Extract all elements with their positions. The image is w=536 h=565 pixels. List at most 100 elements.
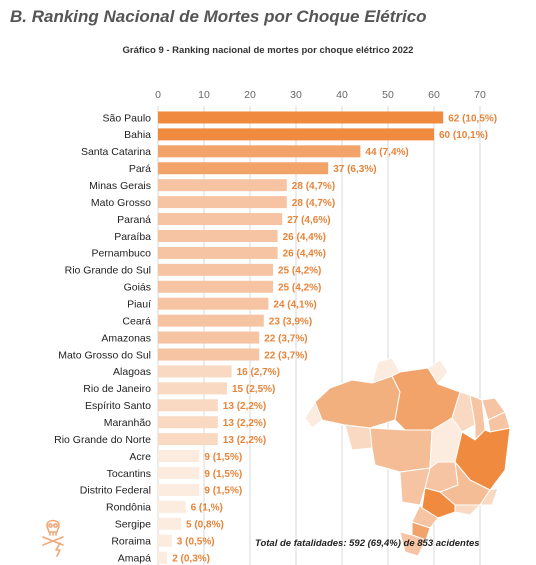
bar (158, 534, 172, 547)
category-label: Paraná (117, 214, 151, 226)
category-label: Piauí (127, 298, 151, 310)
category-label: Mato Grosso do Sul (58, 349, 151, 361)
category-label: Pará (129, 163, 151, 175)
bar (158, 162, 329, 175)
data-label: 9 (1,5%) (204, 452, 242, 463)
x-tick-label: 40 (336, 89, 348, 101)
data-label: 24 (4,1%) (273, 299, 316, 310)
section-title: B. Ranking Nacional de Mortes por Choque… (10, 7, 427, 26)
data-label: 62 (10,5%) (448, 113, 497, 124)
category-label: Amazonas (101, 332, 151, 344)
bar (158, 331, 260, 344)
bar (158, 179, 287, 192)
bar (158, 348, 260, 361)
data-label: 23 (3,9%) (269, 316, 312, 327)
category-label: Distrito Federal (80, 485, 151, 497)
bar (158, 263, 273, 276)
category-label: Acre (129, 451, 151, 463)
category-label: Amapá (118, 552, 151, 564)
category-label: Rio Grande do Norte (54, 434, 151, 446)
bars (158, 111, 444, 564)
data-label: 22 (3,7%) (264, 350, 307, 361)
skull-lightning-icon (42, 519, 64, 557)
category-label: Rondônia (106, 502, 151, 514)
category-label: São Paulo (103, 112, 152, 124)
data-label: 16 (2,7%) (237, 367, 280, 378)
data-label: 9 (1,5%) (204, 486, 242, 497)
data-label: 25 (4,2%) (278, 283, 321, 294)
data-label: 37 (6,3%) (333, 164, 376, 175)
data-label: 13 (2,2%) (223, 435, 266, 446)
data-label: 44 (7,4%) (365, 147, 408, 158)
x-axis-ticks: 0 10 20 30 40 50 60 70 (155, 89, 486, 101)
category-label: Alagoas (113, 366, 151, 378)
category-label: Sergipe (115, 519, 151, 531)
bar (158, 280, 273, 293)
data-label: 60 (10,1%) (439, 130, 488, 141)
bar (158, 246, 278, 259)
bar (158, 382, 227, 395)
category-label: Pernambuco (91, 248, 151, 260)
data-label: 13 (2,2%) (223, 401, 266, 412)
category-label: Maranhão (104, 417, 151, 429)
x-tick-label: 30 (290, 89, 302, 101)
bar (158, 314, 264, 327)
category-label: Bahia (124, 129, 151, 141)
bar (158, 365, 232, 378)
bar (158, 551, 168, 564)
category-label: Rio Grande do Sul (65, 265, 151, 277)
bar (158, 399, 218, 412)
category-label: Roraima (111, 536, 151, 548)
category-label: Paraíba (114, 231, 151, 243)
x-tick-label: 50 (382, 89, 394, 101)
footer-value: 592 (69,4%) de 853 acidentes (349, 538, 480, 549)
x-tick-label: 0 (155, 89, 161, 101)
footer-label: Total de fatalidades: (255, 538, 347, 549)
data-label: 26 (4,4%) (283, 232, 326, 243)
data-label: 2 (0,3%) (172, 553, 210, 564)
data-label: 13 (2,2%) (223, 418, 266, 429)
data-label: 22 (3,7%) (264, 333, 307, 344)
footer-total: Total de fatalidades: 592 (69,4%) de 853… (255, 538, 480, 549)
data-label: 25 (4,2%) (278, 266, 321, 277)
x-tick-label: 20 (244, 89, 256, 101)
category-label: Minas Gerais (89, 180, 151, 192)
bar (158, 213, 283, 226)
data-label: 27 (4,6%) (287, 215, 330, 226)
category-label: Tocantins (107, 468, 151, 480)
bar (158, 145, 361, 158)
category-label: Ceará (122, 315, 151, 327)
x-tick-label: 10 (198, 89, 210, 101)
data-label: 28 (4,7%) (292, 198, 335, 209)
category-label: Santa Catarina (81, 146, 151, 158)
x-tick-label: 70 (474, 89, 486, 101)
bar (158, 483, 200, 496)
bar (158, 128, 434, 141)
bar (158, 111, 444, 124)
bar (158, 196, 287, 209)
data-label: 6 (1,%) (191, 503, 223, 514)
data-label: 3 (0,5%) (177, 537, 215, 548)
chart-title: Gráfico 9 - Ranking nacional de mortes p… (122, 45, 414, 56)
bar (158, 450, 200, 463)
category-label: Mato Grosso (91, 197, 151, 209)
brazil-map (304, 357, 511, 557)
bar (158, 229, 278, 242)
x-tick-label: 60 (428, 89, 440, 101)
data-label: 15 (2,5%) (232, 384, 275, 395)
category-label: Goiás (124, 282, 151, 294)
bar (158, 416, 218, 429)
bar (158, 466, 200, 479)
data-label: 9 (1,5%) (204, 469, 242, 480)
data-label: 28 (4,7%) (292, 181, 335, 192)
bar (158, 517, 181, 530)
data-label: 26 (4,4%) (283, 249, 326, 260)
data-label: 5 (0,8%) (186, 520, 224, 531)
bar (158, 433, 218, 446)
category-label: Rio de Janeiro (83, 383, 151, 395)
bar (158, 500, 186, 513)
bar-labels: São Paulo 62 (10,5%) Bahia 60 (10,1%) Santa … (54, 112, 497, 564)
bar (158, 297, 269, 310)
category-label: Espírito Santo (85, 400, 151, 412)
